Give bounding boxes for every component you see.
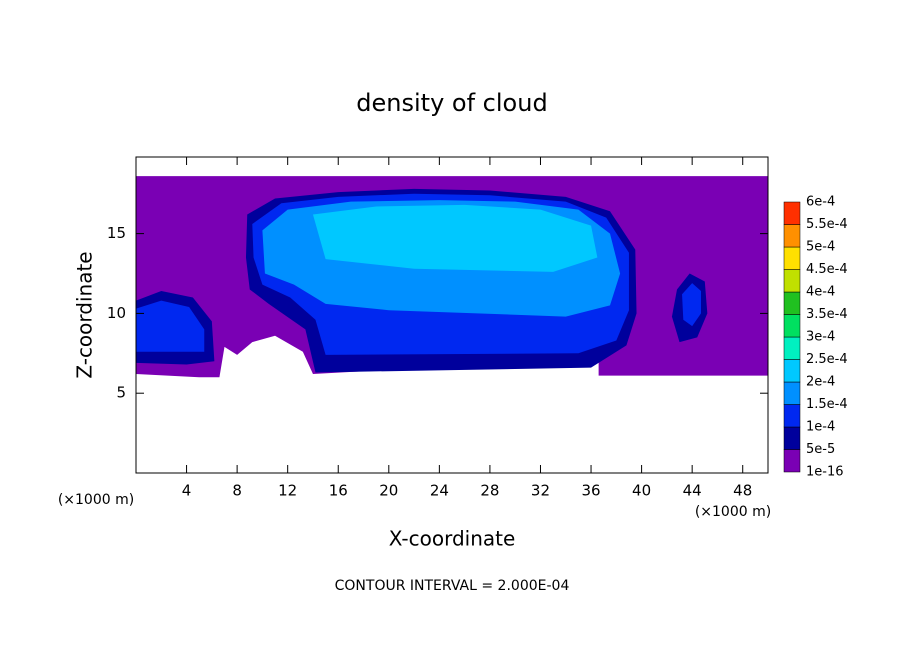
- colorbar-label: 4e-4: [806, 285, 835, 300]
- x-unit: (×1000 m): [695, 504, 771, 520]
- colorbar-band: [783, 291, 801, 315]
- colorbar-label: 3e-4: [806, 330, 835, 345]
- y-unit: (×1000 m): [58, 492, 134, 508]
- x-tick-label: 4: [182, 482, 192, 500]
- x-tick-label: 28: [480, 482, 499, 500]
- colorbar-band: [783, 336, 801, 360]
- colorbar-band: [783, 224, 801, 248]
- colorbar-band: [783, 404, 801, 428]
- y-tick-label: 15: [107, 224, 126, 242]
- colorbar-label: 2.5e-4: [806, 352, 848, 367]
- colorbar-label: 1.5e-4: [806, 397, 848, 412]
- colorbar-label: 6e-4: [806, 195, 835, 210]
- colorbar-band: [783, 246, 801, 270]
- colorbar-band: [783, 426, 801, 450]
- plot-frame: [135, 156, 769, 474]
- colorbar-label: 1e-16: [806, 465, 844, 480]
- x-tick-label: 44: [683, 482, 702, 500]
- chart-title: density of cloud: [356, 89, 547, 117]
- y-tick-label: 10: [107, 304, 126, 322]
- x-tick-label: 36: [581, 482, 600, 500]
- colorbar-band: [783, 359, 801, 383]
- x-tick-label: 40: [632, 482, 651, 500]
- colorbar-label: 1e-4: [806, 420, 835, 435]
- contour-region: [136, 300, 205, 352]
- colorbar-label: 3.5e-4: [806, 307, 848, 322]
- colorbar-band: [783, 449, 801, 473]
- colorbar-band: [783, 201, 801, 225]
- colorbar-band: [783, 314, 801, 338]
- note: CONTOUR INTERVAL = 2.000E-04: [335, 578, 570, 594]
- x-axis-label: X-coordinate: [389, 527, 516, 551]
- contour-region: [682, 283, 702, 327]
- x-tick-label: 32: [531, 482, 550, 500]
- colorbar-label: 5e-5: [806, 442, 835, 457]
- colorbar-label: 2e-4: [806, 375, 835, 390]
- y-tick-label: 5: [116, 384, 126, 402]
- x-tick-label: 24: [430, 482, 449, 500]
- x-tick-label: 20: [379, 482, 398, 500]
- x-tick-label: 8: [232, 482, 242, 500]
- colorbar-label: 5.5e-4: [806, 217, 848, 232]
- y-axis-label: Z-coordinate: [73, 251, 97, 378]
- x-tick-label: 12: [278, 482, 297, 500]
- x-tick-label: 16: [329, 482, 348, 500]
- colorbar-band: [783, 269, 801, 293]
- contour-region: [312, 204, 598, 272]
- colorbar-label: 5e-4: [806, 240, 835, 255]
- colorbar-label: 4.5e-4: [806, 262, 848, 277]
- colorbar-band: [783, 381, 801, 405]
- x-tick-label: 48: [733, 482, 752, 500]
